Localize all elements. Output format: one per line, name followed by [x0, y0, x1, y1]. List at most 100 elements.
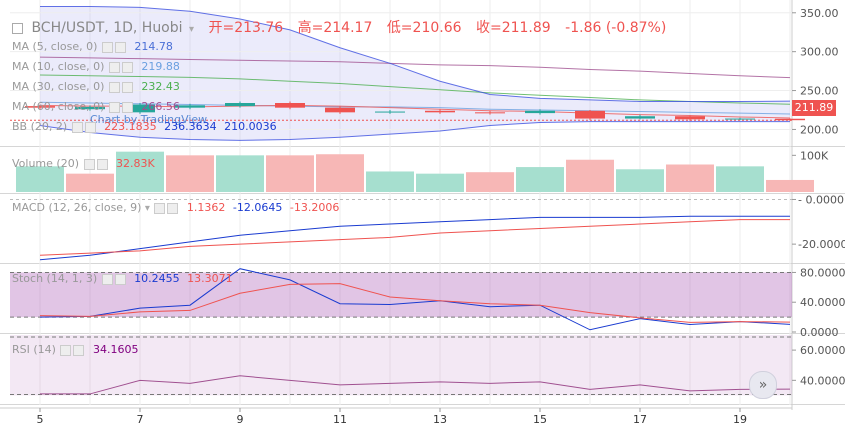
volume-bar [216, 155, 264, 192]
ma10-line [39, 101, 791, 115]
macd-label: MACD (12, 26, close, 9) [12, 201, 142, 214]
y-tick-label: 200.00 [800, 123, 839, 136]
settings-icon[interactable] [71, 121, 83, 133]
volume-label: Volume (20) [12, 157, 79, 170]
ma60-value: 266.56 [141, 100, 180, 113]
settings-icon[interactable] [108, 101, 120, 113]
open-value: 开=213.76 [208, 20, 284, 36]
volume-bar [716, 166, 764, 192]
scroll-right-button[interactable]: » [749, 371, 777, 399]
candle-body [575, 110, 605, 119]
x-tick-label: 13 [433, 413, 447, 426]
bb-value-1: 223.1835 [104, 120, 157, 133]
candle-body [625, 116, 655, 119]
y-tick-label: 350.00 [800, 7, 839, 20]
stoch-d-line [39, 283, 791, 323]
macd-line [39, 215, 790, 261]
volume-bar [516, 167, 564, 192]
settings-icon[interactable] [108, 81, 120, 93]
candle-body [325, 107, 355, 113]
close-icon[interactable] [96, 158, 108, 170]
close-icon[interactable] [167, 202, 179, 214]
close-icon[interactable] [114, 273, 126, 285]
bb-value-2: 236.3634 [164, 120, 217, 133]
candle-body [75, 106, 105, 110]
candle-body [425, 110, 455, 113]
ma30-line [39, 74, 791, 105]
legend-stoch[interactable]: Stoch (14, 1, 3) 10.2455 13.3071 [12, 272, 233, 285]
volume-bar [366, 171, 414, 192]
bb-lower-line [39, 121, 790, 141]
rsi-band-fill [10, 335, 792, 396]
rsi-label: RSI (14) [12, 343, 56, 356]
legend-ma10[interactable]: MA (10, close, 0) 219.88 [12, 60, 180, 73]
ma60-line [39, 56, 791, 79]
legend-ma60[interactable]: MA (60, close, 0) 266.56 [12, 100, 180, 113]
volume-value: 32.83K [116, 157, 155, 170]
close-icon[interactable] [114, 41, 126, 53]
settings-icon[interactable] [101, 273, 113, 285]
candle-body [375, 111, 405, 113]
volume-bar [316, 154, 364, 192]
volume-bar [466, 172, 514, 192]
candle-body [525, 110, 555, 114]
volume-bar [16, 166, 64, 192]
candle-body [25, 106, 55, 108]
candle-body [675, 116, 705, 120]
volume-bar [166, 155, 214, 192]
candle-body [475, 112, 505, 114]
settings-icon[interactable] [101, 41, 113, 53]
volume-bar [116, 151, 164, 192]
close-icon[interactable] [121, 81, 133, 93]
volume-bar [616, 169, 664, 192]
candle-body [275, 103, 305, 108]
settings-icon[interactable] [60, 344, 72, 356]
settings-icon[interactable] [154, 202, 166, 214]
settings-icon[interactable] [108, 61, 120, 73]
y-tick-label: 60.0000 [800, 344, 845, 357]
settings-icon[interactable] [83, 158, 95, 170]
ma5-line [39, 104, 791, 119]
x-tick-label: 15 [533, 413, 547, 426]
legend-ma5[interactable]: MA (5, close, 0) 214.78 [12, 40, 173, 53]
symbol-title[interactable]: BCH/USDT, 1D, Huobi [31, 20, 183, 36]
volume-bar [766, 179, 814, 192]
legend-volume[interactable]: Volume (20) 32.83K [12, 157, 155, 170]
chevron-down-icon[interactable]: ▾ [144, 203, 150, 214]
legend-rsi[interactable]: RSI (14) 34.1605 [12, 343, 138, 356]
signal-line [39, 219, 790, 256]
volume-bar [416, 173, 464, 192]
y-tick-label: 80.0000 [800, 266, 845, 279]
close-icon[interactable] [84, 121, 96, 133]
high-value: 高=214.17 [297, 20, 373, 36]
volume-bar [66, 173, 114, 192]
legend-macd[interactable]: MACD (12, 26, close, 9) ▾ 1.1362 -12.064… [12, 201, 339, 214]
macd-value-1: 1.1362 [186, 201, 226, 214]
candle-body [775, 118, 805, 121]
x-tick-label: 7 [137, 413, 144, 426]
y-tick-label: 300.00 [800, 46, 839, 59]
collapse-icon[interactable] [12, 22, 23, 34]
close-icon[interactable] [121, 61, 133, 73]
x-tick-label: 17 [633, 413, 647, 426]
stoch-value-1: 10.2455 [134, 272, 180, 285]
bollinger-band-fill [40, 6, 790, 141]
macd-value-2: -12.0645 [232, 201, 283, 214]
ma60-label: MA (60, close, 0) [12, 100, 105, 113]
symbol-header: BCH/USDT, 1D, Huobi ▾ 开=213.76 高=214.17 … [12, 17, 666, 37]
legend-ma30[interactable]: MA (30, close, 0) 232.43 [12, 80, 180, 93]
legend-bb[interactable]: BB (20, 2) 223.1835 236.3634 210.0036 [12, 120, 277, 133]
rsi-value: 34.1605 [92, 343, 139, 356]
y-tick-label: - 0.0000 [798, 193, 844, 206]
last-price-tag: 211.89 [792, 100, 836, 116]
ma5-value: 214.78 [134, 40, 173, 53]
stoch-value-2: 13.3071 [187, 272, 233, 285]
volume-bar [266, 155, 314, 192]
chevron-down-icon[interactable]: ▾ [188, 24, 195, 35]
y-tick-label: 40.0000 [800, 374, 845, 387]
bb-upper-line [40, 6, 791, 102]
close-icon[interactable] [73, 344, 85, 356]
close-icon[interactable] [121, 101, 133, 113]
candle-body [125, 104, 155, 113]
y-tick-label: -20.0000 [798, 238, 845, 251]
